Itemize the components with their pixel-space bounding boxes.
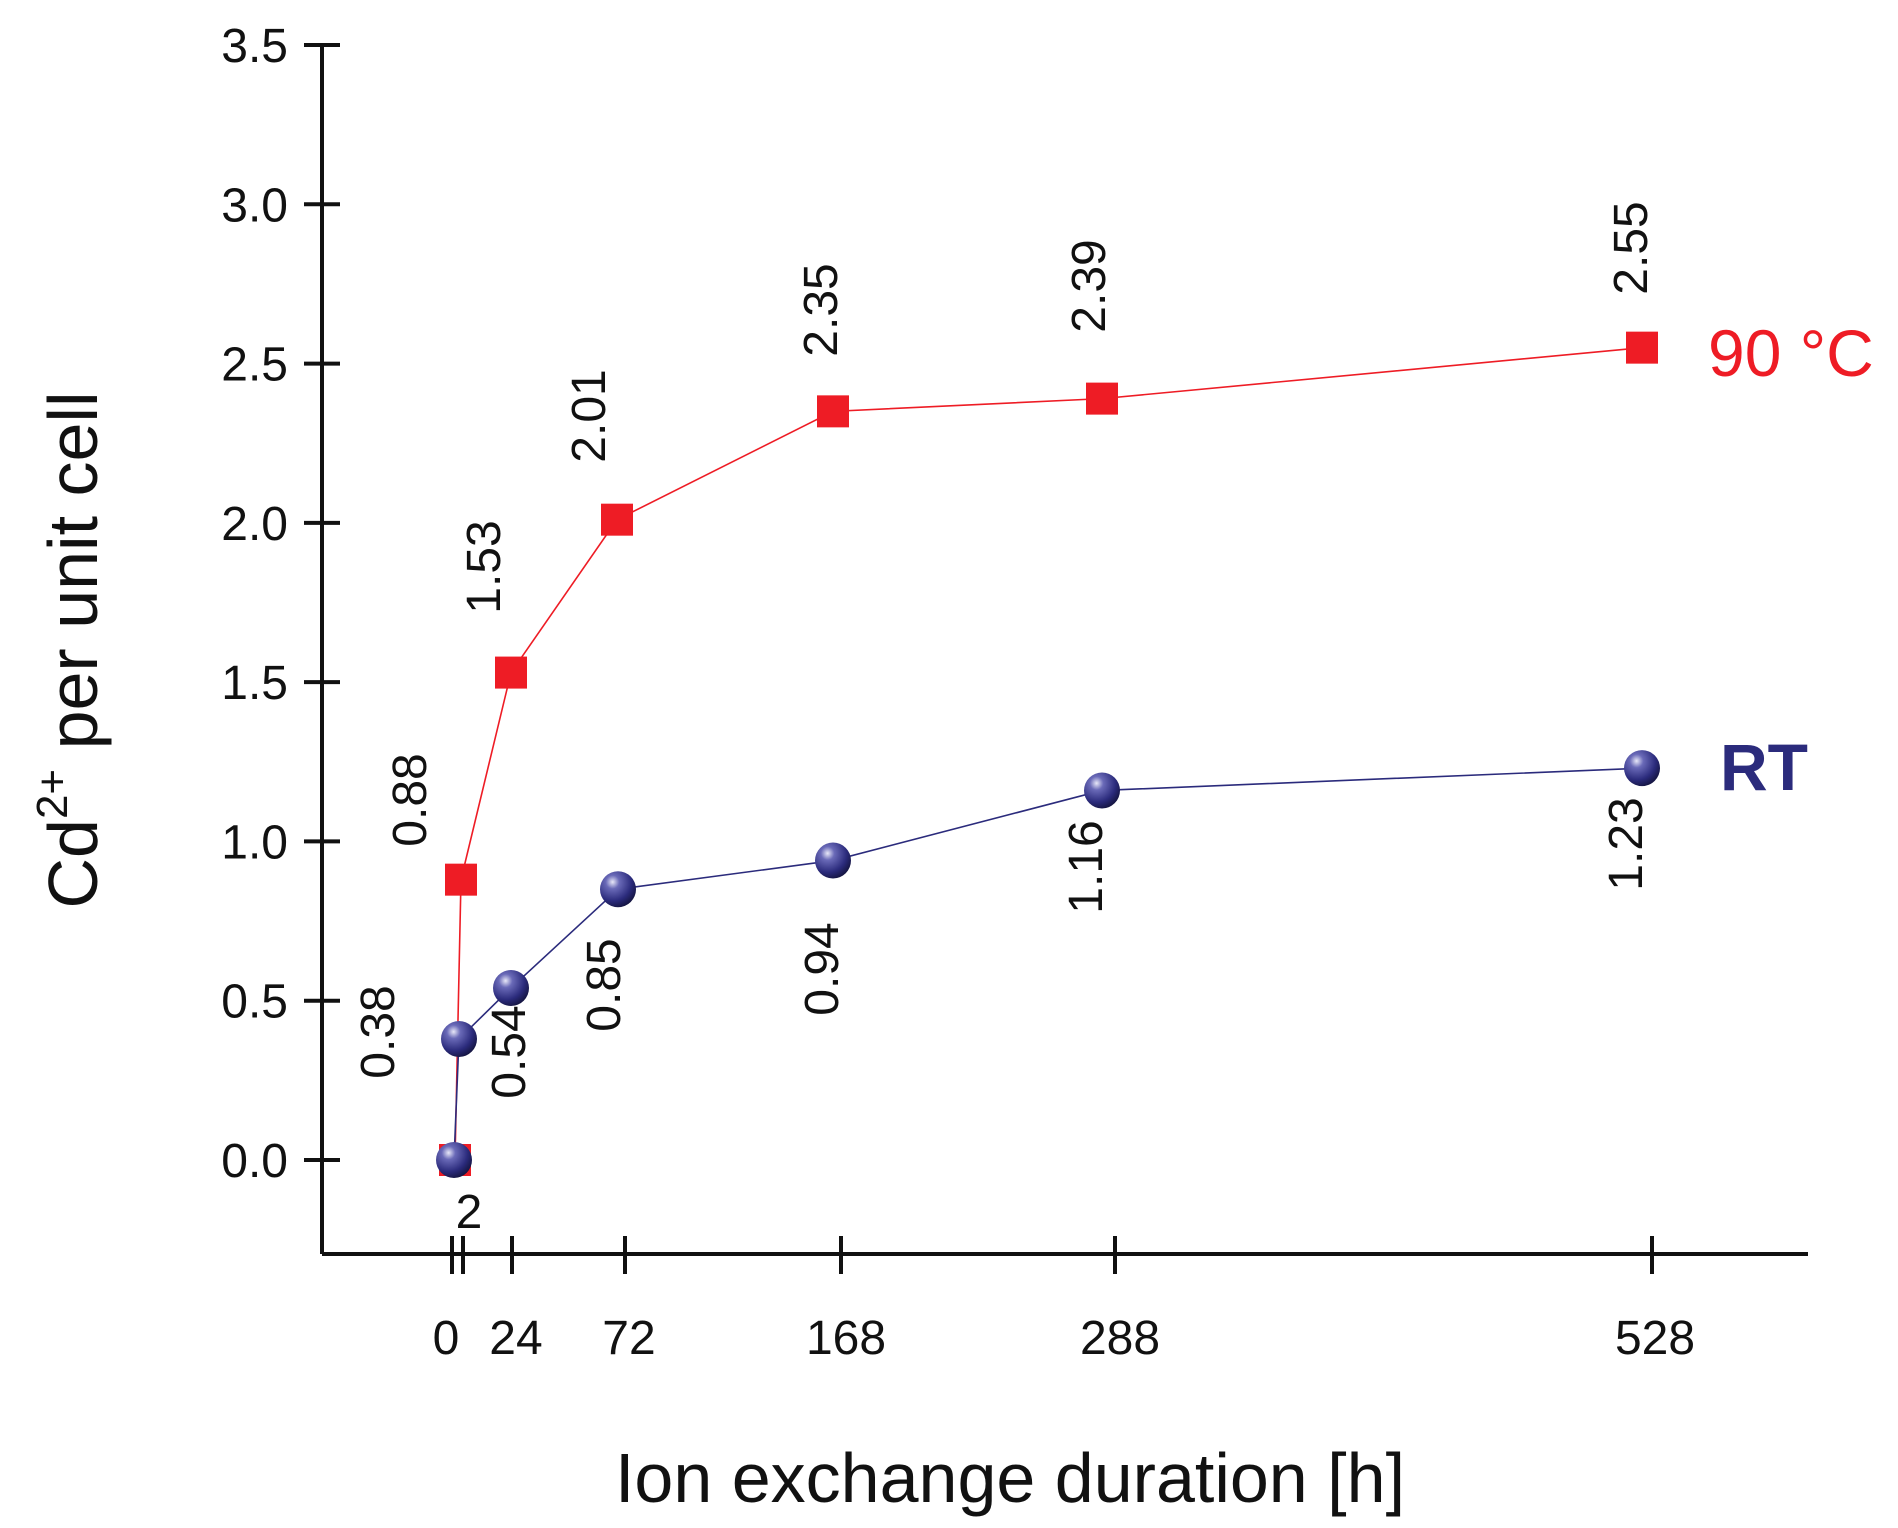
data-point-square xyxy=(1086,382,1118,415)
x-tick-label: 168 xyxy=(806,1312,886,1365)
legend-label-rt: RT xyxy=(1720,730,1808,804)
x-tick-label: 72 xyxy=(602,1312,655,1365)
data-label: 0.94 xyxy=(796,922,849,1015)
y-tick-label: 1.0 xyxy=(221,816,288,869)
data-point-sphere xyxy=(600,871,636,908)
data-label: 1.23 xyxy=(1600,797,1653,890)
x-tick-label: 528 xyxy=(1615,1312,1695,1365)
legend-label-90c: 90 °C xyxy=(1708,316,1874,390)
data-label: 1.53 xyxy=(458,520,511,613)
data-label: 0.88 xyxy=(384,753,437,846)
data-point-sphere xyxy=(1624,750,1660,787)
data-label: 2.35 xyxy=(795,263,848,356)
data-label: 0.85 xyxy=(578,938,631,1031)
y-tick-label: 0.5 xyxy=(221,976,288,1029)
data-label: 2.55 xyxy=(1605,201,1658,294)
data-label: 0.54 xyxy=(483,1005,536,1098)
x-axis-label: Ion exchange duration [h] xyxy=(615,1439,1405,1517)
y-axis-label-sup: 2+ xyxy=(28,769,77,819)
data-label: 2.39 xyxy=(1063,239,1116,332)
data-label: 2.01 xyxy=(563,369,616,462)
y-tick-label: 3.0 xyxy=(221,179,288,232)
data-point-square xyxy=(445,863,477,896)
y-tick-label: 2.0 xyxy=(221,498,288,551)
x-tick-label: 0 xyxy=(433,1312,460,1365)
x-tick-label: 2 xyxy=(456,1186,483,1239)
data-point-sphere xyxy=(436,1142,472,1178)
y-tick-label: 1.5 xyxy=(221,657,288,710)
data-point-sphere xyxy=(493,969,529,1006)
data-label: 1.16 xyxy=(1060,820,1113,913)
data-point-square xyxy=(1626,331,1658,364)
data-point-square xyxy=(817,395,849,428)
labels-layer: 0.88 1.53 2.01 2.35 2.39 2.55 0.38 0.54 0.85 0.94… xyxy=(352,201,1658,1098)
y-axis-label: Cd2+ per unit cell xyxy=(28,391,112,908)
y-tick-label: 2.5 xyxy=(221,339,288,392)
x-tick-label: 24 xyxy=(489,1312,542,1365)
y-tick-label: 3.5 xyxy=(221,20,288,73)
y-axis-label-rest: per unit cell xyxy=(34,391,112,768)
x-tick-label: 288 xyxy=(1080,1312,1160,1365)
series-line xyxy=(453,767,1643,1161)
series-layer xyxy=(436,331,1660,1178)
data-point-square xyxy=(601,503,633,536)
data-point-sphere xyxy=(441,1020,477,1057)
data-label: 0.38 xyxy=(352,985,405,1078)
data-point-sphere xyxy=(815,842,851,879)
data-point-sphere xyxy=(1084,772,1120,809)
y-tick-label: 0.0 xyxy=(221,1135,288,1188)
series-line xyxy=(454,346,1643,1161)
axes: 0.0 0.5 1.0 1.5 2.0 2.5 3.0 3.5 0 2 24 72 168 288 528 xyxy=(221,20,1808,1365)
data-point-square xyxy=(495,656,527,689)
y-axis-label-main: Cd xyxy=(34,819,112,908)
